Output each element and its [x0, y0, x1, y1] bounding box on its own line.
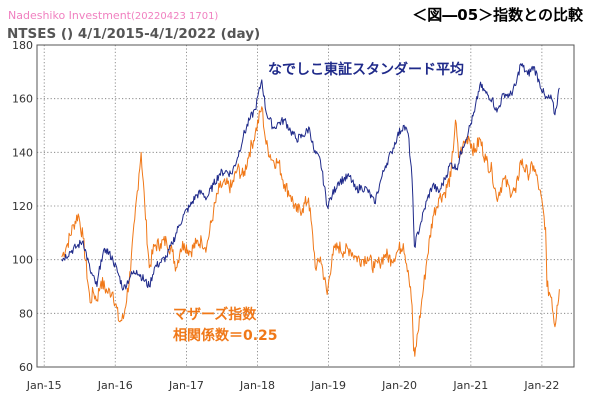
x-tick-label: Jan-17: [168, 379, 204, 392]
x-tick-label: Jan-16: [97, 379, 133, 392]
timestamp-label: (20220423 1701): [131, 11, 218, 22]
series-lines: [61, 63, 560, 357]
y-tick-label: 180: [12, 39, 33, 52]
annotation-standard: なでしこ東証スタンダード平均: [268, 61, 464, 78]
y-tick-label: 120: [12, 200, 33, 213]
y-tick-label: 100: [12, 254, 33, 267]
y-tick-label: 60: [19, 361, 33, 374]
chart-title: NTSES () 4/1/2015-4/1/2022 (day): [7, 26, 260, 42]
y-tick-label: 140: [12, 146, 33, 159]
x-tick-label: Jan-19: [310, 379, 346, 392]
series-line-mothers-index: [61, 106, 560, 357]
y-tick-label: 160: [12, 93, 33, 106]
plot-frame: [36, 44, 575, 368]
y-axis-ticks: 60 80 100 120 140 160 180: [12, 39, 33, 374]
x-axis-ticks: Jan-15 Jan-16 Jan-17 Jan-18 Jan-19 Jan-20 Jan-…: [26, 379, 560, 392]
annotation-mothers: マザーズ指数: [173, 306, 257, 323]
x-tick-label: Jan-22: [523, 379, 559, 392]
y-tick-label: 80: [19, 307, 33, 320]
x-tick-label: Jan-15: [26, 379, 62, 392]
x-tick-label: Jan-20: [381, 379, 417, 392]
x-tick-label: Jan-21: [452, 379, 488, 392]
x-tick-label: Jan-18: [239, 379, 275, 392]
series-line-standard-average: [61, 63, 560, 291]
brand-label: Nadeshiko Investment: [8, 9, 132, 22]
annotation-correlation: 相関係数＝0.25: [173, 327, 278, 344]
figure-title: ＜図―05＞指数との比較: [412, 6, 584, 24]
